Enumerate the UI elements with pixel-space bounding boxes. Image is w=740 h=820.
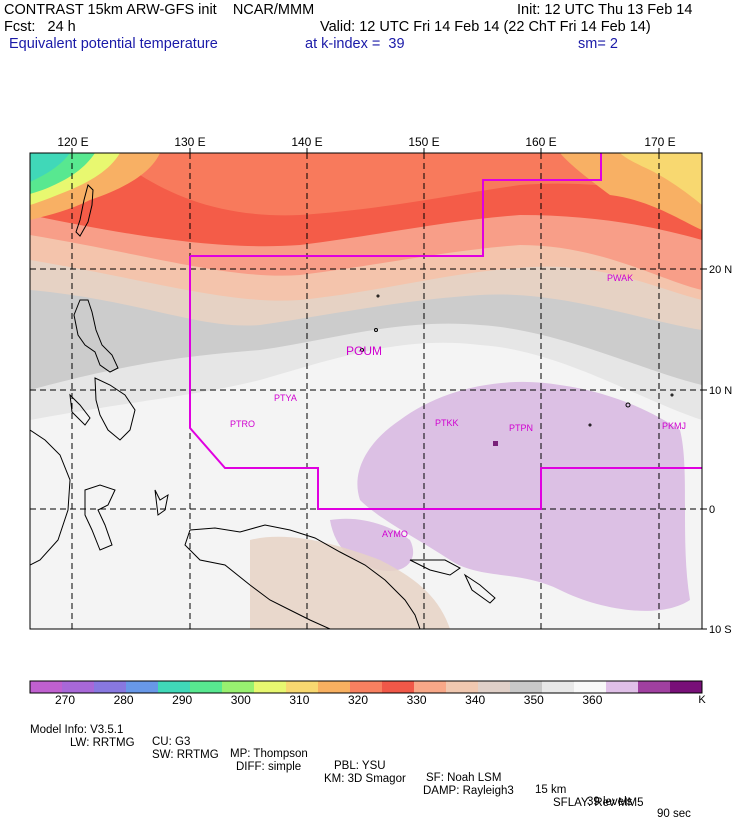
colorbar-tick-label: 330	[407, 693, 427, 707]
colorbar-tick-label: 320	[348, 693, 368, 707]
colorbar-swatch	[382, 681, 415, 693]
colorbar-swatch	[30, 681, 63, 693]
colorbar-tick-label: 310	[289, 693, 309, 707]
model-info-lw: LW: RRTMG	[70, 737, 135, 749]
weather-map: 120 E 130 E 140 E 150 E 160 E 170 E 20 N…	[29, 135, 732, 707]
colorbar-tick-label: 360	[582, 693, 602, 707]
colorbar-swatch	[478, 681, 511, 693]
model-info-diff: DIFF: simple	[236, 761, 302, 773]
model-info-km: KM: 3D Smagor	[324, 773, 406, 785]
lon-label-150e: 150 E	[408, 135, 439, 149]
colorbar-swatch	[350, 681, 383, 693]
lon-label-130e: 130 E	[174, 135, 205, 149]
station-ptpn: PTPN	[509, 423, 533, 433]
colorbar-tick-labels: 270 280 290 300 310 320 330 340 350 360	[55, 693, 603, 707]
header-field-name: Equivalent potential temperature	[9, 36, 218, 52]
colorbar-swatch	[638, 681, 671, 693]
station-ptkk: PTKK	[435, 418, 459, 428]
colorbar-swatch	[318, 681, 351, 693]
colorbar-tick-label: 280	[114, 693, 134, 707]
region-boundary	[189, 153, 702, 510]
model-info-sw: SW: RRTMG	[152, 749, 219, 761]
colorbar-tick-label: 290	[172, 693, 192, 707]
map-frame	[29, 152, 703, 630]
colorbar-swatch	[158, 681, 191, 693]
coastlines	[30, 184, 674, 629]
theta-e-field	[30, 153, 702, 629]
colorbar-swatch	[94, 681, 127, 693]
station-pkmj: PKMJ	[662, 421, 686, 431]
colorbar-tick-label: 350	[524, 693, 544, 707]
colorbar-swatch	[510, 681, 543, 693]
lon-label-160e: 160 E	[525, 135, 556, 149]
header-valid-time: Valid: 12 UTC Fri 14 Feb 14 (22 ChT Fri …	[320, 19, 651, 35]
lon-label-120e: 120 E	[57, 135, 88, 149]
station-pgum: PGUM	[346, 344, 382, 358]
colorbar-unit: K	[698, 694, 706, 706]
colorbar-swatch	[670, 681, 703, 693]
model-info-line-2: LW: RRTMG SW: RRTMG DIFF: simple KM: 3D …	[30, 725, 730, 809]
colorbar-swatch	[62, 681, 95, 693]
model-info-damp: DAMP: Rayleigh3	[423, 785, 514, 797]
colorbar-tick-label: 300	[231, 693, 251, 707]
station-aymo: AYMO	[382, 529, 408, 539]
header-forecast-hour: Fcst: 24 h	[4, 19, 76, 35]
lat-label-0: 0	[709, 504, 715, 516]
colorbar-frame	[29, 680, 703, 694]
lat-label-20n: 20 N	[709, 264, 732, 276]
colorbar-swatch	[446, 681, 479, 693]
colorbar-swatch	[286, 681, 319, 693]
lon-label-170e: 170 E	[644, 135, 675, 149]
colorbar	[29, 680, 703, 694]
header-level: at k-index = 39	[305, 36, 405, 52]
colorbar-swatch	[574, 681, 607, 693]
model-info-version: Model Info: V3.5.1	[30, 724, 124, 736]
lat-label-10n: 10 N	[709, 385, 732, 397]
colorbar-swatch	[414, 681, 447, 693]
axis-ticks	[71, 148, 707, 630]
station-ptya: PTYA	[274, 393, 297, 403]
colorbar-swatch	[190, 681, 223, 693]
station-ptro: PTRO	[230, 419, 255, 429]
colorbar-tick-label: 270	[55, 693, 75, 707]
header-init-time: Init: 12 UTC Thu 13 Feb 14	[517, 2, 693, 18]
colorbar-swatch	[254, 681, 287, 693]
colorbar-tick-label: 340	[465, 693, 485, 707]
colorbar-swatch	[606, 681, 639, 693]
lat-label-10s: 10 S	[709, 624, 732, 636]
model-info-sflay: SFLAY: Rev MM5	[553, 797, 644, 809]
header-smoothing: sm= 2	[578, 36, 618, 52]
header-title: CONTRAST 15km ARW-GFS init NCAR/MMM	[4, 2, 315, 18]
lon-label-140e: 140 E	[291, 135, 322, 149]
colorbar-swatch	[126, 681, 159, 693]
colorbar-swatch	[542, 681, 575, 693]
station-pwak: PWAK	[607, 273, 633, 283]
colorbar-swatch	[222, 681, 255, 693]
model-info-timestep: 90 sec	[657, 808, 691, 820]
